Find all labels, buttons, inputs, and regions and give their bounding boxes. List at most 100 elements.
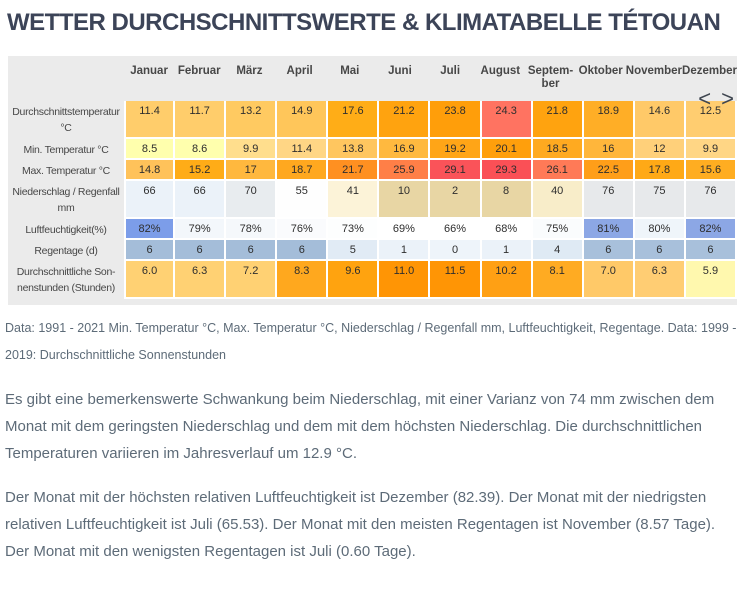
next-arrow-button[interactable]: >	[721, 86, 734, 111]
table-cell: 76	[685, 181, 737, 219]
table-cell: 14.6	[634, 101, 686, 139]
table-cell: 10	[379, 181, 431, 219]
table-cell: 18.7	[277, 160, 329, 181]
table-cell: 6	[226, 240, 278, 261]
table-cell: 6.3	[634, 261, 686, 299]
table-cell: 22.5	[583, 160, 635, 181]
table-cell: 23.8	[430, 101, 482, 139]
table-cell: 6	[175, 240, 227, 261]
month-header: Juni	[388, 65, 412, 77]
table-cell: 4	[532, 240, 584, 261]
month-header: November	[625, 65, 683, 77]
table-cell: 76	[583, 181, 635, 219]
table-cell: 16.9	[379, 139, 431, 160]
table-cell: 17.8	[634, 160, 686, 181]
table-cell: 25.9	[379, 160, 431, 181]
data-note: Data: 1991 - 2021 Min. Temperatur °C, Ma…	[5, 321, 737, 362]
table-cell: 8.5	[124, 139, 176, 160]
table-cell: 8.1	[532, 261, 584, 299]
table-cell: 66	[175, 181, 227, 219]
table-cell: 79%	[175, 219, 227, 240]
table-cell: 6	[277, 240, 329, 261]
table-cell: 81%	[583, 219, 635, 240]
table-cell: 9.9	[685, 139, 737, 160]
table-cell: 11.4	[124, 101, 176, 139]
table-cell: 8	[481, 181, 533, 219]
table-cell: 13.8	[328, 139, 380, 160]
month-header: März	[236, 65, 263, 77]
table-cell: 11.4	[277, 139, 329, 160]
table-cell: 1	[379, 240, 431, 261]
paragraph-precipitation: Es gibt eine bemerkenswerte Schwankung b…	[5, 391, 715, 462]
table-cell: 66%	[430, 219, 482, 240]
table-cell: 5	[328, 240, 380, 261]
table-cell: 20.1	[481, 139, 533, 160]
table-row: Durchschnittliche Son- nenstunden (Stund…	[8, 261, 737, 299]
table-cell: 15.2	[175, 160, 227, 181]
month-header: Februar	[177, 65, 221, 77]
row-label: Regentage (d)	[34, 244, 98, 257]
table-cell: 15.6	[685, 160, 737, 181]
table-cell: 12	[634, 139, 686, 160]
month-header: Septem- ber	[527, 65, 574, 90]
table-cell: 2	[430, 181, 482, 219]
paragraph-humidity: Der Monat mit der höchsten relativen Luf…	[5, 489, 716, 560]
table-cell: 1	[481, 240, 533, 261]
row-label: Durchschnittstemperatur °C	[12, 106, 120, 134]
table-row: Luftfeuchtigkeit(%) 82% 79% 78% 76% 73% 69% 66%…	[8, 219, 737, 240]
table-cell: 11.5	[430, 261, 482, 299]
prev-arrow-button[interactable]: <	[698, 86, 712, 111]
pagination-arrows: < >	[693, 86, 739, 112]
month-header: Januar	[130, 65, 168, 77]
table-row: Min. Temperatur °C 8.5 8.6 9.9 11.4 13.8 16.9 1…	[8, 139, 737, 160]
climate-table: Januar Februar März April Mai Juni Juli August S…	[8, 56, 737, 305]
table-cell: 21.7	[328, 160, 380, 181]
table-body: Durchschnittstemperatur °C 11.4 11.7 13.2 14…	[8, 101, 737, 299]
table-cell: 73%	[328, 219, 380, 240]
table-cell: 11.0	[379, 261, 431, 299]
table-cell: 6	[634, 240, 686, 261]
month-header: Oktober	[578, 65, 623, 77]
table-cell: 14.8	[124, 160, 176, 181]
table-cell: 14.9	[277, 101, 329, 139]
page-title: WETTER DURCHSCHNITTSWERTE & KLIMATABELLE…	[7, 9, 721, 36]
table-cell: 8.3	[277, 261, 329, 299]
row-label: Luftfeuchtigkeit(%)	[25, 223, 107, 236]
table-cell: 40	[532, 181, 584, 219]
table-row: Max. Temperatur °C 14.8 15.2 17 18.7 21.7 25.9…	[8, 160, 737, 181]
table-cell: 18.9	[583, 101, 635, 139]
table-cell: 24.3	[481, 101, 533, 139]
table-cell: 9.9	[226, 139, 278, 160]
table-cell: 12.5	[685, 101, 737, 139]
table-cell: 70	[226, 181, 278, 219]
table-cell: 75	[634, 181, 686, 219]
table-cell: 76%	[277, 219, 329, 240]
table-cell: 66	[124, 181, 176, 219]
table-cell: 82%	[685, 219, 737, 240]
table-cell: 19.2	[430, 139, 482, 160]
table-cell: 29.3	[481, 160, 533, 181]
row-label: Niederschlag / Regenfall mm	[12, 186, 120, 214]
climate-page: WETTER DURCHSCHNITTSWERTE & KLIMATABELLE…	[0, 6, 745, 600]
row-label: Min. Temperatur °C	[23, 143, 109, 156]
table-cell: 17	[226, 160, 278, 181]
table-row: Niederschlag / Regenfall mm 66 66 70 55 41 10 2…	[8, 181, 737, 219]
table-cell: 21.8	[532, 101, 584, 139]
table-cell: 7.2	[226, 261, 278, 299]
table-cell: 82%	[124, 219, 176, 240]
table-row: Durchschnittstemperatur °C 11.4 11.7 13.2 14…	[8, 101, 737, 139]
table-cell: 0	[430, 240, 482, 261]
table-cell: 6.0	[124, 261, 176, 299]
header-spacer	[8, 65, 124, 91]
table-cell: 75%	[532, 219, 584, 240]
table-cell: 16	[583, 139, 635, 160]
table-cell: 68%	[481, 219, 533, 240]
month-header: August	[480, 65, 521, 77]
table-cell: 78%	[226, 219, 278, 240]
table-cell: 69%	[379, 219, 431, 240]
table-cell: 29.1	[430, 160, 482, 181]
table-cell: 80%	[634, 219, 686, 240]
table-cell: 10.2	[481, 261, 533, 299]
table-cell: 7.0	[583, 261, 635, 299]
row-label: Durchschnittliche Son- nenstunden (Stund…	[16, 266, 116, 294]
